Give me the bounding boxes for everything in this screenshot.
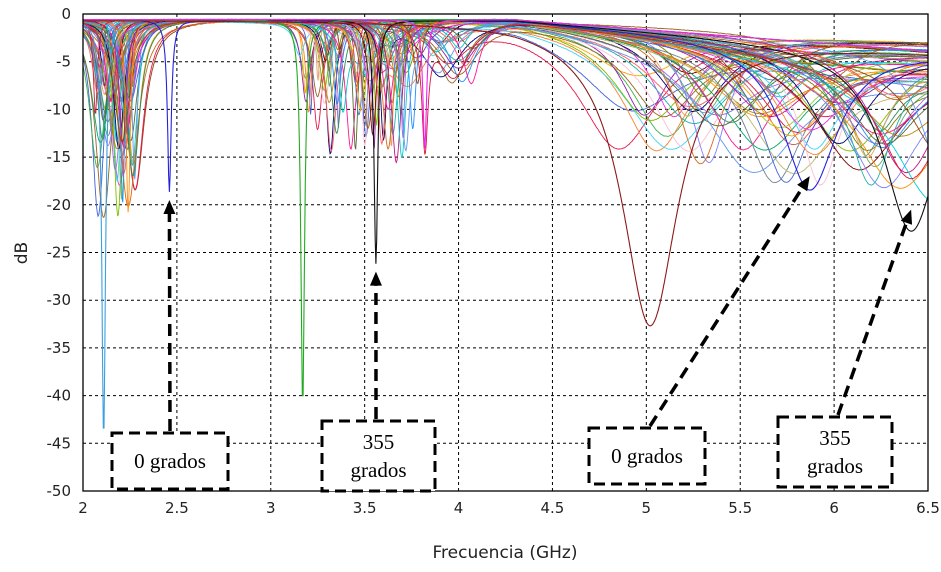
plot-frame xyxy=(82,13,929,492)
y-tick-label: -35 xyxy=(47,339,72,357)
x-tick-label: 4.5 xyxy=(541,499,565,517)
y-tick-label: 0 xyxy=(61,5,71,23)
series-line xyxy=(82,19,929,144)
x-tick-label: 2 xyxy=(78,499,88,517)
y-tick-label: -20 xyxy=(47,196,72,214)
annotation-label: 355 xyxy=(363,430,395,454)
y-tick-label: -30 xyxy=(47,291,72,309)
annotation-box xyxy=(110,431,230,491)
x-tick-label: 5 xyxy=(642,499,652,517)
x-tick-label: 5.5 xyxy=(728,499,752,517)
annotation-label: grados xyxy=(351,458,407,482)
y-tick-label: -45 xyxy=(47,434,72,452)
series-line xyxy=(82,19,929,152)
series-line xyxy=(83,19,928,149)
annotation-box xyxy=(587,426,707,486)
annotation-arrowhead xyxy=(163,200,176,215)
y-tick-label: -5 xyxy=(56,53,71,71)
series-line xyxy=(82,18,929,158)
annotations: 0 grados 355 grados 0 grados 355 grados xyxy=(110,176,913,493)
x-tick-label: 4 xyxy=(454,499,464,517)
annotation-label: 0 grados xyxy=(134,449,206,473)
y-tick-label: -40 xyxy=(47,387,72,405)
x-tick-label: 6.5 xyxy=(916,499,940,517)
series-line xyxy=(82,18,929,151)
annotation-arrow xyxy=(836,222,909,416)
annotation-box xyxy=(320,419,437,493)
series-line xyxy=(82,19,929,151)
series-line xyxy=(82,18,929,158)
series-line xyxy=(82,18,929,180)
annotation-arrowhead xyxy=(900,209,913,225)
x-tick-label: 2.5 xyxy=(165,499,189,517)
annotation-label: grados xyxy=(807,454,863,478)
annotation-label: 0 grados xyxy=(611,444,683,468)
axis-ticks: 2 2.5 3 3.5 4 4.5 5 5.5 6 6.5 0 -5 -10 -15 -20 -25 -30 -3… xyxy=(47,5,940,517)
x-axis-title: Frecuencia (GHz) xyxy=(432,543,577,563)
annotation-arrowhead xyxy=(797,176,810,192)
y-tick-label: -10 xyxy=(47,100,72,118)
series-line xyxy=(83,20,928,327)
annotation-arrowhead xyxy=(369,271,382,286)
series-lines xyxy=(82,18,929,429)
x-tick-label: 3.5 xyxy=(353,499,377,517)
y-tick-label: -50 xyxy=(47,482,72,500)
annotation-arrow xyxy=(167,214,172,432)
annotation-box xyxy=(776,415,894,489)
series-line xyxy=(82,19,928,429)
x-tick-label: 6 xyxy=(829,499,839,517)
y-axis-title: dB xyxy=(12,242,32,264)
annotation-arrow xyxy=(648,187,804,427)
series-line xyxy=(82,20,929,131)
annotation-label: 355 xyxy=(819,426,851,450)
y-tick-label: -25 xyxy=(47,244,72,262)
y-tick-label: -15 xyxy=(47,148,72,166)
x-tick-label: 3 xyxy=(266,499,276,517)
